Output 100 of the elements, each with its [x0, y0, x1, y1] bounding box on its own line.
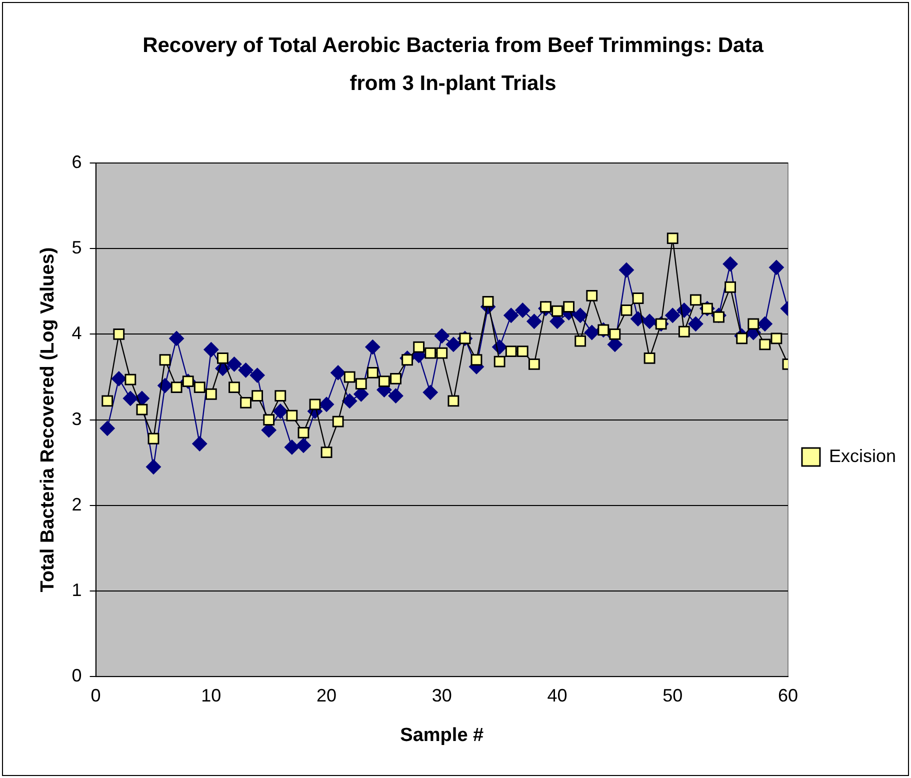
- point: [688, 316, 704, 332]
- point: [642, 314, 658, 329]
- point: [238, 362, 254, 378]
- point: [263, 414, 275, 426]
- point: [344, 371, 356, 383]
- point: [332, 416, 344, 428]
- point: [159, 354, 171, 366]
- x-tick-label: 40: [547, 685, 568, 706]
- point: [136, 404, 148, 416]
- y-axis-title: Total Bacteria Recovered (Log Values): [38, 247, 59, 592]
- x-tick-label: 0: [90, 685, 101, 706]
- point: [526, 314, 542, 329]
- point: [413, 341, 425, 353]
- point: [355, 378, 367, 390]
- point: [309, 398, 321, 410]
- point: [748, 318, 760, 330]
- point: [665, 308, 680, 323]
- y-tick-label: 2: [72, 494, 82, 514]
- point: [113, 328, 125, 340]
- point: [584, 324, 600, 340]
- point: [436, 347, 448, 359]
- point: [100, 420, 115, 436]
- x-tick-label: 10: [201, 685, 222, 706]
- y-tick-label: 5: [72, 238, 82, 258]
- point: [296, 438, 311, 453]
- point: [226, 356, 242, 372]
- point: [563, 301, 574, 313]
- point: [528, 358, 540, 370]
- point: [770, 332, 782, 344]
- point: [504, 308, 519, 323]
- point: [102, 395, 114, 407]
- point: [618, 262, 634, 278]
- point: [158, 378, 173, 394]
- point: [434, 328, 450, 344]
- point: [122, 390, 138, 406]
- point: [170, 382, 182, 393]
- point: [169, 330, 184, 346]
- point: [552, 305, 563, 317]
- point: [205, 388, 217, 400]
- point: [252, 390, 264, 402]
- point: [494, 356, 506, 368]
- x-tick-label: 50: [662, 685, 683, 706]
- point: [666, 232, 678, 244]
- point: [736, 332, 748, 344]
- point: [632, 292, 644, 304]
- point: [228, 382, 240, 393]
- point: [516, 346, 528, 358]
- point: [609, 328, 621, 340]
- point: [722, 256, 738, 272]
- point: [274, 390, 286, 402]
- point: [724, 281, 736, 293]
- y-tick-label: 4: [72, 323, 82, 344]
- point: [424, 347, 436, 359]
- point: [446, 336, 461, 352]
- y-tick-label: 1: [72, 580, 82, 600]
- point: [388, 388, 404, 404]
- point: [148, 432, 160, 444]
- point: [482, 296, 494, 308]
- x-tick-label: 30: [432, 685, 452, 706]
- point: [586, 290, 598, 302]
- x-tick-label: 60: [778, 685, 798, 706]
- point: [217, 352, 228, 364]
- point: [690, 294, 702, 306]
- point: [644, 352, 656, 364]
- point: [124, 374, 136, 386]
- y-tick-label: 6: [72, 152, 82, 172]
- point: [192, 436, 208, 452]
- point: [574, 335, 586, 347]
- point: [378, 376, 390, 387]
- legend-label: Excision: [828, 446, 896, 466]
- point: [319, 396, 334, 412]
- point: [194, 382, 206, 393]
- point: [620, 304, 632, 316]
- point: [250, 368, 265, 383]
- point: [330, 365, 346, 380]
- point: [515, 302, 530, 318]
- chart-title: Recovery of Total Aerobic Bacteria from Beef Trimmings: Data from 3 In-plant Trials: [142, 33, 764, 97]
- point: [286, 410, 298, 422]
- point: [284, 440, 300, 455]
- point: [111, 371, 126, 386]
- point: [298, 426, 310, 438]
- point: [320, 446, 332, 458]
- point: [366, 367, 378, 378]
- y-tick-label: 3: [72, 408, 82, 429]
- point: [365, 340, 380, 355]
- point: [757, 316, 772, 332]
- point: [272, 404, 288, 419]
- point: [678, 326, 690, 338]
- point: [768, 260, 784, 275]
- point: [448, 395, 460, 407]
- point: [505, 346, 517, 358]
- point: [422, 384, 438, 400]
- point: [759, 338, 771, 350]
- y-tick-label: 0: [72, 666, 82, 686]
- point: [240, 396, 252, 408]
- point: [342, 393, 358, 408]
- point: [470, 354, 482, 366]
- point: [204, 342, 219, 358]
- point: [146, 459, 161, 474]
- x-tick-label: 20: [316, 685, 337, 706]
